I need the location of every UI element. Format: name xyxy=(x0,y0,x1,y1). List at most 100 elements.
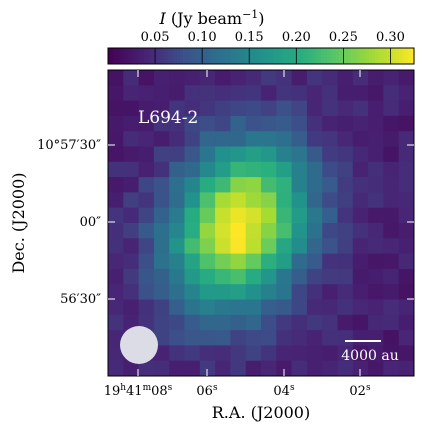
map-pixel xyxy=(215,131,231,147)
colorbar-segment xyxy=(354,48,358,64)
map-pixel xyxy=(245,345,262,362)
map-pixel xyxy=(138,207,155,224)
map-pixel xyxy=(230,268,247,285)
colorbar-segment xyxy=(258,48,262,64)
map-pixel xyxy=(368,223,384,239)
colorbar-segment xyxy=(291,48,295,64)
map-pixel xyxy=(153,314,170,331)
map-pixel xyxy=(153,345,170,362)
colorbar-segment xyxy=(294,48,298,64)
colorbar-segment xyxy=(315,48,319,64)
map-pixel xyxy=(138,146,155,163)
map-pixel xyxy=(398,131,414,147)
map-pixel xyxy=(398,192,414,209)
map-pixel xyxy=(398,115,414,132)
colorbar-segment xyxy=(399,48,403,64)
map-pixel xyxy=(398,268,414,285)
map-pixel xyxy=(245,360,262,376)
colorbar-segment xyxy=(114,48,118,64)
map-pixel xyxy=(337,161,354,178)
colorbar-segment xyxy=(303,48,307,64)
map-pixel xyxy=(368,192,384,209)
colorbar-segment xyxy=(327,48,331,64)
map-pixel xyxy=(199,70,216,86)
map-pixel xyxy=(138,85,155,102)
colorbar-segment xyxy=(369,48,373,64)
colorbar-segment xyxy=(309,48,313,64)
map-pixel xyxy=(352,146,369,163)
map-pixel xyxy=(245,284,262,300)
map-pixel xyxy=(138,223,155,239)
map-pixel xyxy=(261,85,277,102)
map-pixel xyxy=(291,253,308,270)
colorbar-segment xyxy=(261,48,265,64)
colorbar-segment xyxy=(123,48,127,64)
map-pixel xyxy=(215,207,231,224)
map-pixel xyxy=(306,345,323,362)
map-pixel xyxy=(352,192,369,209)
map-pixel xyxy=(184,284,201,300)
y-tick-labels: 10°57′30″ 00″ 56′30″ xyxy=(37,138,101,307)
map-pixel xyxy=(230,330,247,346)
source-name-label: L694-2 xyxy=(138,108,198,128)
map-pixel xyxy=(230,131,247,147)
map-pixel xyxy=(352,314,369,331)
map-pixel xyxy=(108,253,124,270)
map-pixel xyxy=(199,177,216,193)
colorbar-segment xyxy=(180,48,184,64)
colorbar-segment xyxy=(339,48,343,64)
map-pixel xyxy=(230,345,247,362)
map-pixel xyxy=(276,284,293,300)
map-pixel xyxy=(291,345,308,362)
map-pixel xyxy=(291,131,308,147)
map-pixel xyxy=(322,223,338,239)
map-pixel xyxy=(123,177,140,193)
colorbar-segment xyxy=(132,48,136,64)
map-pixel xyxy=(123,70,140,86)
map-pixel xyxy=(383,70,400,86)
map-pixel xyxy=(245,253,262,270)
map-pixel xyxy=(108,238,124,255)
x-tick-label-3: 02s xyxy=(349,383,371,399)
map-pixel xyxy=(169,238,185,255)
map-pixel xyxy=(276,70,293,86)
map-pixel xyxy=(291,161,308,178)
map-pixel xyxy=(108,268,124,285)
map-pixel xyxy=(383,223,400,239)
map-pixel xyxy=(276,192,293,209)
map-pixel xyxy=(184,223,201,239)
map-pixel xyxy=(169,161,185,178)
colorbar-segment xyxy=(147,48,151,64)
map-pixel xyxy=(245,70,262,86)
map-pixel xyxy=(398,284,414,300)
map-pixel xyxy=(169,299,185,316)
map-pixel xyxy=(245,177,262,193)
map-pixel xyxy=(108,100,124,117)
map-pixel xyxy=(169,85,185,102)
map-pixel xyxy=(352,100,369,117)
map-pixel xyxy=(230,115,247,132)
map-pixel xyxy=(169,330,185,346)
colorbar-segment xyxy=(387,48,391,64)
map-pixel xyxy=(322,146,338,163)
map-pixel xyxy=(215,223,231,239)
map-pixel xyxy=(276,268,293,285)
map-pixel xyxy=(337,360,354,376)
map-pixel xyxy=(337,314,354,331)
map-pixel xyxy=(337,238,354,255)
map-pixel xyxy=(306,192,323,209)
map-pixel xyxy=(199,192,216,209)
map-pixel xyxy=(261,115,277,132)
map-pixel xyxy=(261,100,277,117)
colorbar-segment xyxy=(165,48,169,64)
colorbar-segment xyxy=(300,48,304,64)
map-pixel xyxy=(199,146,216,163)
map-pixel xyxy=(383,299,400,316)
colorbar: I (Jy beam−1) 0.05 0.10 0.15 0.20 0.25 0.30 xyxy=(107,8,415,65)
map-pixel xyxy=(276,146,293,163)
colorbar-segment xyxy=(192,48,196,64)
map-pixel xyxy=(138,177,155,193)
map-pixel xyxy=(276,223,293,239)
map-pixel xyxy=(398,345,414,362)
